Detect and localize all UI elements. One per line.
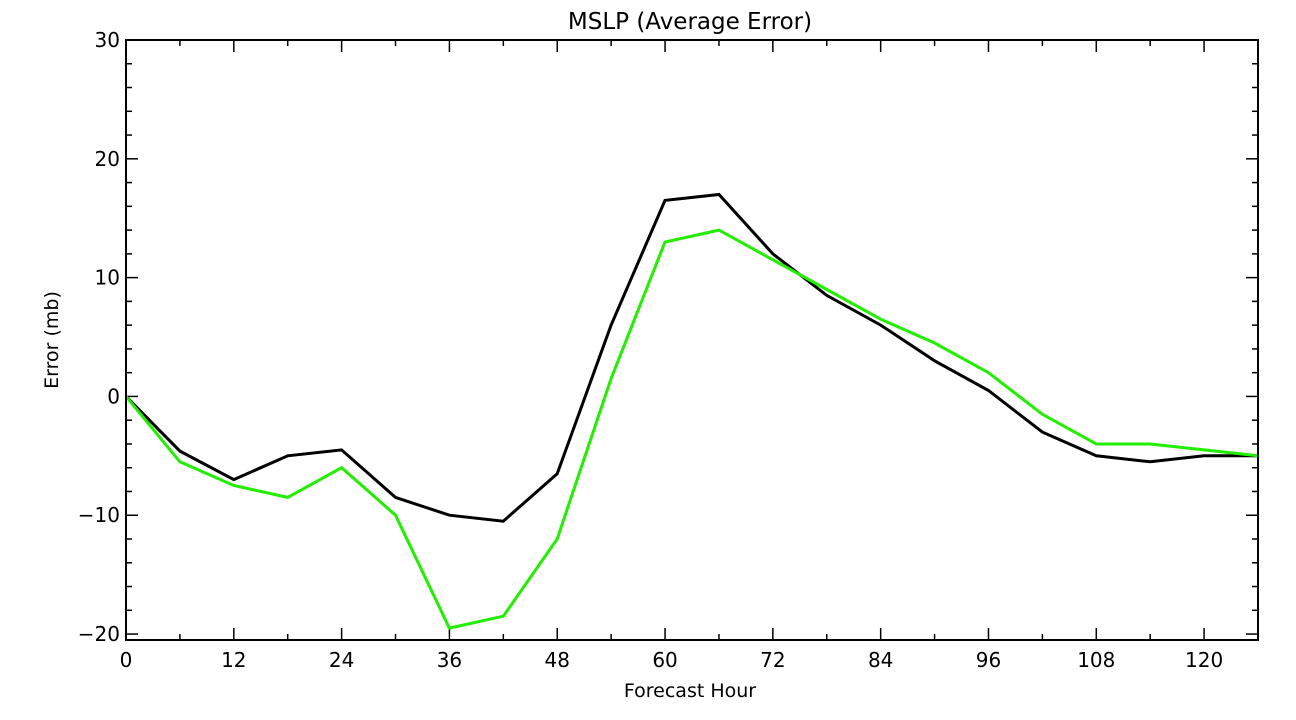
x-tick-label: 96 [976,648,1001,672]
x-tick-label: 12 [221,648,246,672]
x-tick-label: 108 [1077,648,1115,672]
y-axis-label: Error (mb) [41,291,63,389]
y-tick-label: −20 [78,622,120,646]
tick-labels-layer: 0 12 24 36 48 60 72 84 96 108 120 30 20 10 0 −10 −20 [78,28,1223,672]
chart-title: MSLP (Average Error) [568,9,812,35]
series-layer [124,192,1259,630]
x-axis-label: Forecast Hour [624,680,756,702]
series-line-2 [124,228,1259,630]
series-line-1 [124,192,1258,523]
x-tick-label: 84 [868,648,893,672]
x-tick-label: 120 [1185,648,1223,672]
x-tick-label: 60 [652,648,677,672]
x-tick-label: 48 [545,648,570,672]
y-tick-label: 10 [95,266,120,290]
x-tick-label: 36 [437,648,462,672]
y-tick-label: −10 [78,503,120,527]
y-tick-label: 0 [107,384,120,408]
ticks-layer [125,39,1258,640]
y-tick-label: 30 [95,28,120,52]
x-tick-label: 24 [329,648,354,672]
x-tick-label: 0 [120,648,133,672]
plot-frame [125,39,1259,641]
x-tick-label: 72 [760,648,785,672]
y-tick-label: 20 [95,147,120,171]
